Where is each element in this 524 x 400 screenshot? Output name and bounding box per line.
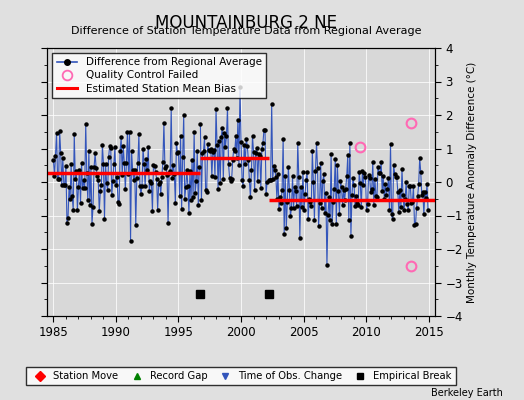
Text: Berkeley Earth: Berkeley Earth <box>431 388 503 398</box>
Legend: Difference from Regional Average, Quality Control Failed, Estimated Station Mean: Difference from Regional Average, Qualit… <box>52 53 266 98</box>
Y-axis label: Monthly Temperature Anomaly Difference (°C): Monthly Temperature Anomaly Difference (… <box>467 61 477 303</box>
Legend: Station Move, Record Gap, Time of Obs. Change, Empirical Break: Station Move, Record Gap, Time of Obs. C… <box>26 367 456 385</box>
Text: MOUNTAINBURG 2 NE: MOUNTAINBURG 2 NE <box>155 14 337 32</box>
Text: Difference of Station Temperature Data from Regional Average: Difference of Station Temperature Data f… <box>71 26 421 36</box>
